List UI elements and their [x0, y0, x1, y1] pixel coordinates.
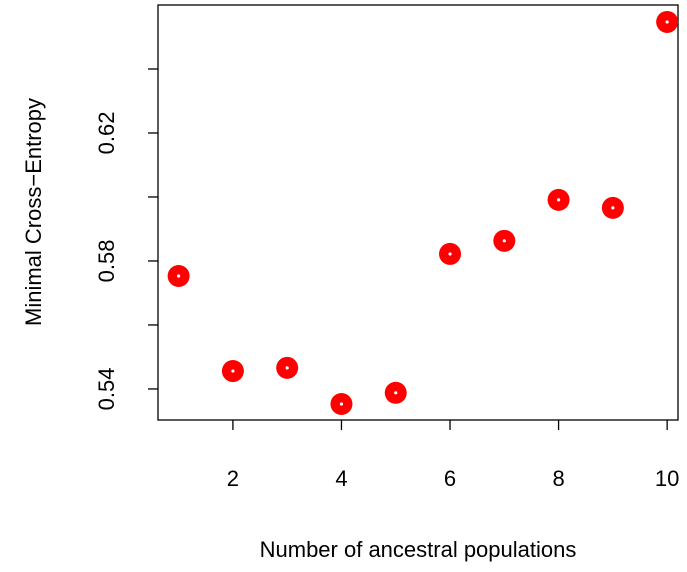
x-tick-label: 8 [552, 466, 564, 491]
point-center [394, 391, 398, 395]
point-center [502, 239, 506, 243]
point-center [611, 206, 615, 210]
point [221, 360, 244, 383]
x-tick-label: 2 [227, 466, 239, 491]
point [439, 242, 462, 265]
y-axis-label: Minimal Cross−Entropy [21, 98, 46, 326]
point-center [556, 198, 561, 202]
y-tick-label: 0.62 [94, 112, 119, 155]
point [601, 196, 624, 219]
x-axis-label: Number of ancestral populations [260, 537, 577, 562]
point-center [231, 369, 235, 373]
point [330, 393, 353, 416]
point-center [285, 366, 289, 370]
y-tick-label: 0.58 [94, 240, 119, 283]
x-tick-label: 4 [335, 466, 347, 491]
point [167, 265, 190, 288]
x-tick-label: 6 [444, 466, 456, 491]
point-center [339, 402, 344, 406]
point [493, 229, 516, 252]
point [384, 381, 407, 404]
plot-box [157, 4, 679, 421]
point-center [177, 274, 181, 278]
point [276, 356, 299, 379]
point-center [665, 20, 669, 24]
point [547, 188, 570, 211]
point [656, 10, 679, 33]
y-tick-label: 0.54 [94, 368, 119, 411]
point-center [448, 252, 452, 256]
x-tick-label: 10 [655, 466, 679, 491]
